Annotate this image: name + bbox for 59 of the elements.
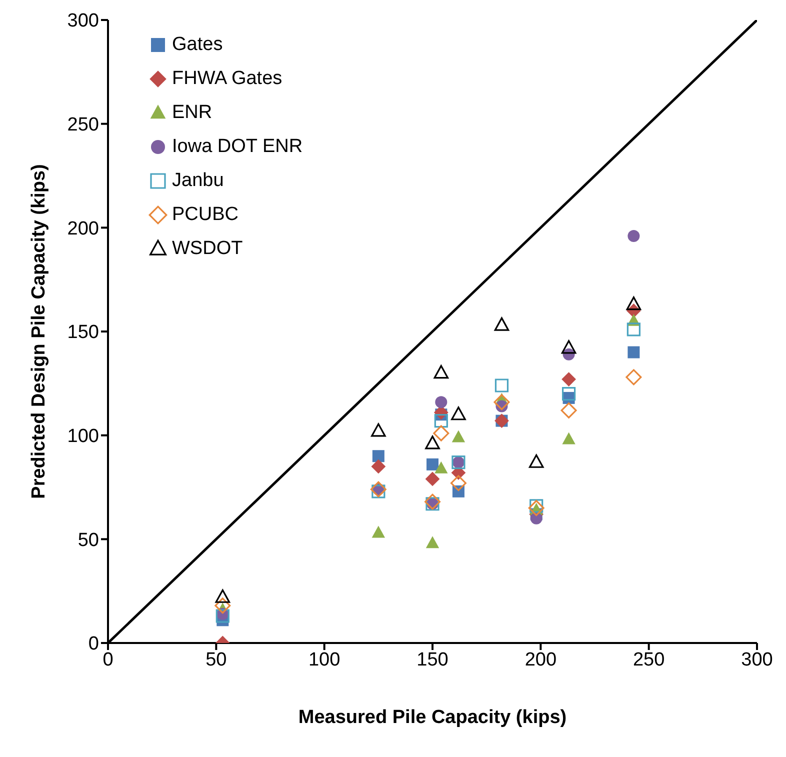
point bbox=[562, 432, 576, 444]
x-tick-label: 100 bbox=[308, 649, 340, 670]
legend-label: WSDOT bbox=[172, 238, 243, 260]
point bbox=[452, 430, 466, 442]
point bbox=[626, 296, 642, 310]
point bbox=[626, 369, 642, 386]
point bbox=[628, 230, 640, 242]
y-tick-label: 200 bbox=[67, 218, 99, 240]
point bbox=[216, 609, 230, 623]
point bbox=[425, 472, 440, 486]
y-axis-title: Predicted Design Pile Capacity (kips) bbox=[28, 164, 50, 499]
point bbox=[215, 589, 230, 603]
point bbox=[371, 423, 386, 437]
x-tick-label: 300 bbox=[741, 649, 773, 670]
point bbox=[371, 459, 386, 474]
x-tick-label: 200 bbox=[524, 649, 557, 670]
legend-label: PCUBC bbox=[172, 204, 239, 226]
legend-label: Iowa DOT ENR bbox=[172, 136, 303, 158]
point bbox=[435, 396, 448, 408]
y-tick-label: 250 bbox=[67, 114, 99, 136]
point bbox=[424, 494, 440, 510]
y-tick-label: 50 bbox=[78, 530, 99, 551]
point bbox=[426, 536, 440, 548]
point bbox=[426, 458, 438, 470]
point bbox=[214, 598, 231, 614]
y-tick-label: 100 bbox=[67, 426, 99, 448]
point bbox=[372, 450, 384, 462]
point bbox=[494, 378, 509, 392]
point bbox=[433, 425, 450, 442]
point bbox=[425, 436, 440, 450]
x-tick-label: 250 bbox=[632, 649, 665, 670]
point bbox=[494, 317, 510, 331]
point bbox=[561, 340, 576, 354]
point bbox=[530, 499, 544, 513]
point bbox=[434, 461, 448, 474]
point bbox=[434, 414, 448, 428]
point bbox=[434, 365, 449, 379]
point bbox=[562, 387, 576, 401]
point bbox=[528, 454, 544, 468]
point bbox=[628, 346, 640, 358]
point bbox=[494, 394, 510, 410]
x-tick-label: 50 bbox=[206, 649, 227, 670]
x-tick-label: 150 bbox=[416, 649, 448, 670]
point bbox=[562, 372, 576, 386]
y-tick-label: 0 bbox=[88, 634, 99, 655]
point bbox=[450, 475, 466, 492]
point bbox=[560, 402, 577, 418]
legend-label: ENR bbox=[172, 102, 212, 124]
point bbox=[626, 322, 640, 336]
x-tick-label: 0 bbox=[102, 649, 114, 670]
legend-label: FHWA Gates bbox=[172, 68, 282, 90]
point bbox=[372, 484, 386, 498]
y-tick-label: 150 bbox=[67, 322, 99, 344]
y-tick-label: 300 bbox=[67, 10, 99, 32]
legend-label: Janbu bbox=[172, 170, 224, 192]
point bbox=[451, 406, 466, 420]
point bbox=[372, 526, 386, 538]
x-axis-title: Measured Pile Capacity (kips) bbox=[298, 707, 567, 728]
legend-label: Gates bbox=[172, 34, 223, 56]
